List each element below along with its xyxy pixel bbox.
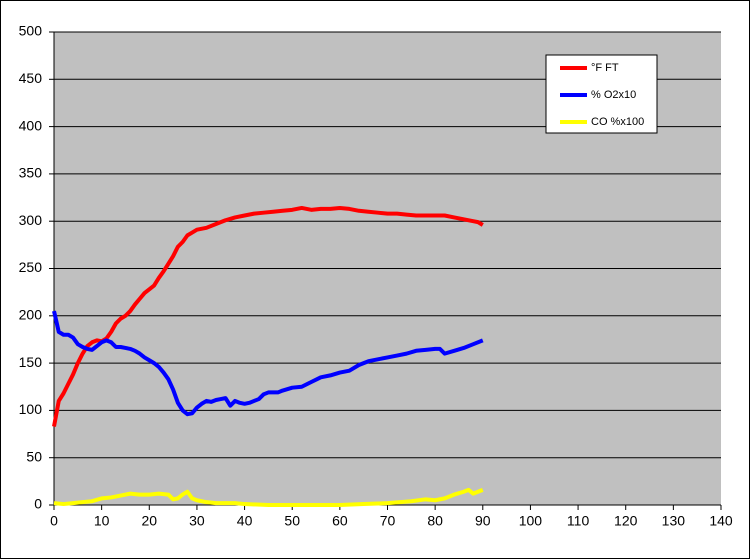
y-tick-label: 400	[19, 117, 43, 133]
x-tick-label: 10	[94, 513, 110, 529]
y-tick-label: 50	[26, 448, 42, 464]
y-tick-label: 500	[19, 23, 43, 39]
legend: °F FT % O2x10 CO %x100	[545, 54, 658, 134]
x-tick-label: 120	[614, 513, 638, 529]
x-tick-label: 140	[709, 513, 733, 529]
series-line	[52, 310, 484, 417]
x-tick-label: 100	[519, 513, 543, 529]
x-tick-label: 50	[284, 513, 300, 529]
x-tick-label: 0	[50, 513, 58, 529]
y-tick-label: 200	[19, 307, 43, 323]
y-tick-label: 150	[19, 354, 43, 370]
y-tick-label: 0	[34, 496, 42, 512]
x-tick-label: 60	[332, 513, 348, 529]
y-tick-label: 450	[19, 70, 43, 86]
x-tick-label: 130	[662, 513, 686, 529]
x-tick-label: 20	[141, 513, 157, 529]
y-tick-label: 250	[19, 259, 43, 275]
y-tick-label: 100	[19, 401, 43, 417]
x-tick-label: 40	[237, 513, 253, 529]
x-tick-label: 30	[189, 513, 205, 529]
legend-label: CO %x100	[591, 116, 644, 128]
x-tick-label: 110	[567, 513, 590, 529]
x-tick-label: 80	[427, 513, 443, 529]
series-line	[53, 487, 484, 507]
y-tick-label: 300	[19, 212, 43, 228]
y-tick-label: 350	[19, 165, 43, 181]
x-tick-label: 90	[475, 513, 491, 529]
legend-label: °F FT	[591, 62, 619, 74]
x-tick-label: 70	[380, 513, 396, 529]
legend-label: % O2x10	[591, 89, 636, 101]
